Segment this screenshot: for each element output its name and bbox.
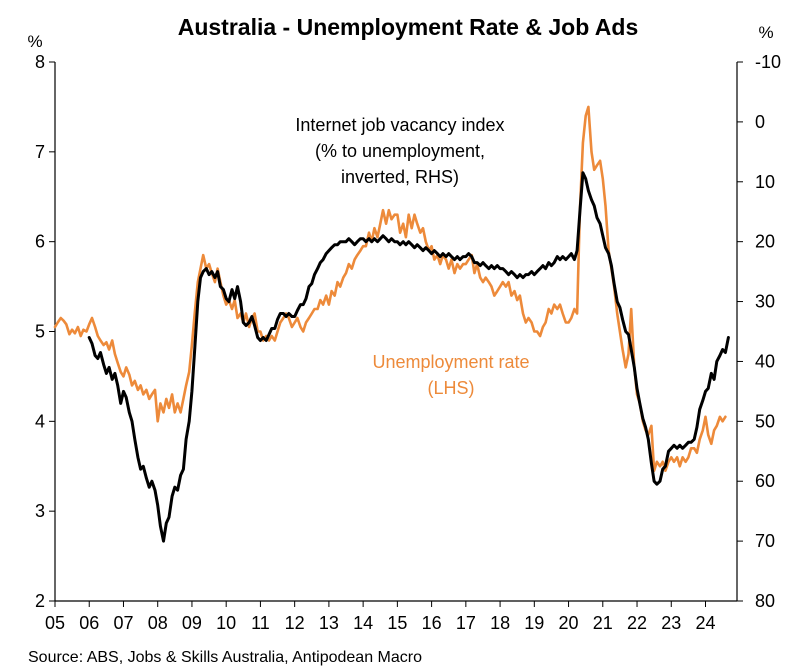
left-axis-tick-label: 4: [35, 411, 45, 431]
chart-title: Australia - Unemployment Rate & Job Ads: [178, 14, 639, 40]
right-axis-tick-label: 50: [755, 411, 775, 431]
right-axis-tick-label: -10: [755, 52, 781, 72]
right-axis-tick-label: 60: [755, 471, 775, 491]
x-axis-tick-label: 17: [456, 613, 476, 633]
x-axis-tick-label: 09: [182, 613, 202, 633]
x-axis-tick-label: 21: [593, 613, 613, 633]
left-axis-tick-label: 6: [35, 232, 45, 252]
left-axis-tick-label: 5: [35, 322, 45, 342]
x-axis-tick-label: 13: [319, 613, 339, 633]
series-layer: [53, 105, 730, 543]
x-axis-tick-label: 15: [387, 613, 407, 633]
x-axis-tick-label: 10: [216, 613, 236, 633]
left-axis-tick-label: 8: [35, 52, 45, 72]
left-axis-tick-label: 7: [35, 142, 45, 162]
x-axis-tick-label: 16: [422, 613, 442, 633]
left-axis-unit: %: [27, 32, 42, 51]
right-axis-tick-label: 0: [755, 112, 765, 132]
annotation-unemployment-line2: (LHS): [427, 378, 474, 398]
right-axis-unit: %: [758, 23, 773, 42]
x-axis-tick-label: 18: [490, 613, 510, 633]
unemployment-series-line: [53, 105, 727, 472]
x-axis-tick-label: 22: [627, 613, 647, 633]
right-axis-tick-label: 40: [755, 351, 775, 371]
annotation-unemployment-line1: Unemployment rate: [372, 352, 529, 372]
x-axis-tick-label: 24: [695, 613, 715, 633]
right-axis-tick-label: 70: [755, 531, 775, 551]
right-axis-tick-label: 30: [755, 292, 775, 312]
x-axis-tick-label: 12: [285, 613, 305, 633]
source-note: Source: ABS, Jobs & Skills Australia, An…: [28, 649, 422, 666]
annotation-job-vacancy-line3: inverted, RHS): [341, 167, 459, 187]
x-axis-tick-label: 19: [524, 613, 544, 633]
x-axis-tick-label: 08: [148, 613, 168, 633]
annotation-job-vacancy-line2: (% to unemployment,: [315, 141, 485, 161]
job-vacancy-series-line: [87, 171, 730, 543]
right-axis-tick-label: 20: [755, 232, 775, 252]
x-axis-tick-label: 07: [113, 613, 133, 633]
x-axis-tick-label: 20: [559, 613, 579, 633]
annotation-job-vacancy-line1: Internet job vacancy index: [295, 115, 504, 135]
x-axis-tick-label: 23: [661, 613, 681, 633]
x-axis-tick-label: 11: [251, 613, 270, 633]
left-axis-tick-label: 3: [35, 501, 45, 521]
right-axis-tick-label: 10: [755, 172, 775, 192]
x-axis-tick-label: 14: [353, 613, 373, 633]
x-axis-tick-label: 06: [79, 613, 99, 633]
right-axis-tick-label: 80: [755, 591, 775, 611]
left-axis-tick-label: 2: [35, 591, 45, 611]
x-axis-tick-label: 05: [45, 613, 65, 633]
